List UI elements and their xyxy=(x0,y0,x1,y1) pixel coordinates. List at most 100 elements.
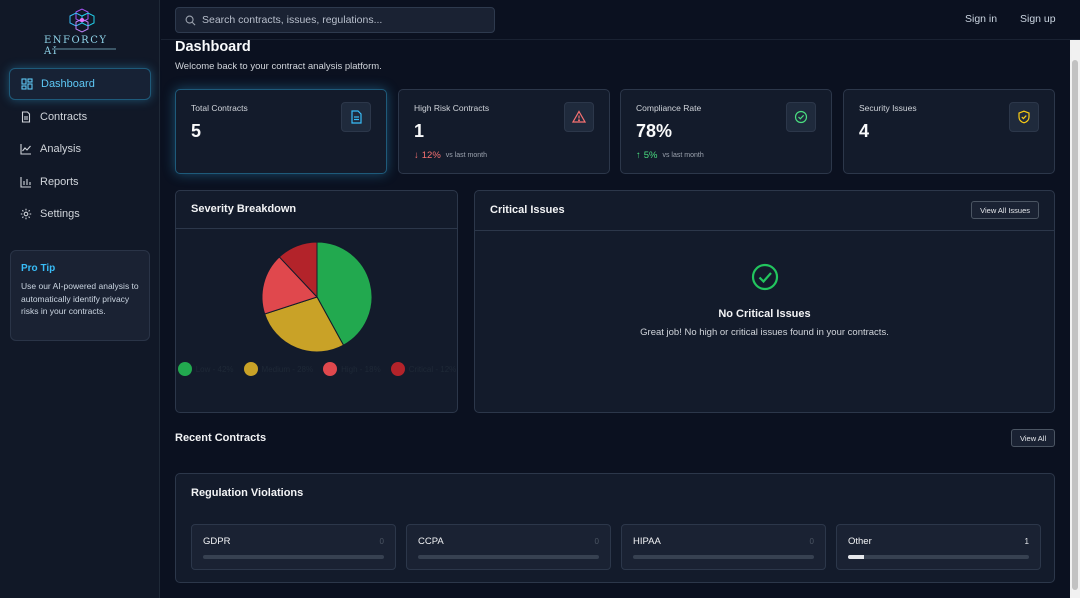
stat-card-compliance-rate[interactable]: Compliance Rate 78% ↑ 5% vs last month xyxy=(620,89,832,174)
panel-title: Severity Breakdown xyxy=(191,203,297,215)
regulation-name: Other xyxy=(848,536,872,547)
critical-issues-panel: Critical Issues View All Issues No Criti… xyxy=(474,190,1055,413)
stat-label: High Risk Contracts xyxy=(414,103,490,113)
severity-pie-chart xyxy=(261,241,373,353)
regulation-progress-bar xyxy=(848,555,1029,559)
panel-title: Regulation Violations xyxy=(191,487,304,499)
panel-divider xyxy=(475,230,1054,231)
bar-chart-icon xyxy=(20,176,31,188)
sidebar-item-label: Analysis xyxy=(40,143,81,155)
sign-in-link[interactable]: Sign in xyxy=(965,13,998,25)
sidebar-item-analysis[interactable]: Analysis xyxy=(9,133,151,165)
stat-label: Total Contracts xyxy=(191,103,248,113)
legend-item-medium[interactable]: Medium - 28% xyxy=(243,361,314,377)
page-subtitle: Welcome back to your contract analysis p… xyxy=(175,61,382,72)
sidebar-item-label: Contracts xyxy=(40,110,88,123)
regulation-progress-bar xyxy=(633,555,814,559)
app-logo[interactable]: ENFORCY AI xyxy=(40,8,120,57)
regulation-count: 0 xyxy=(379,537,384,546)
logo-text: ENFORCY AI xyxy=(44,35,108,57)
stat-value: 1 xyxy=(414,121,425,141)
stat-value: 78% xyxy=(636,121,673,141)
legend-item-critical[interactable]: Critical - 12% xyxy=(390,361,456,377)
regulation-count: 0 xyxy=(594,537,599,546)
topbar: Sign in Sign up xyxy=(161,0,1080,40)
pro-tip-title: Pro Tip xyxy=(21,263,56,274)
legend-item-low[interactable]: Low - 42% xyxy=(177,361,234,377)
legend-label: Low - 42% xyxy=(195,364,234,374)
stat-icon-box xyxy=(1009,102,1039,132)
trend-value: 12% xyxy=(421,150,441,161)
logo-tagline-line xyxy=(52,48,116,50)
stat-icon-box xyxy=(786,102,816,132)
sidebar-item-label: Dashboard xyxy=(41,78,95,90)
stat-card-high-risk[interactable]: High Risk Contracts 1 ↓ 12% vs last mont… xyxy=(398,89,610,174)
legend-label: Medium - 28% xyxy=(261,364,314,374)
arrow-down-icon: ↓ xyxy=(414,150,419,161)
stat-trend: ↑ 5% vs last month xyxy=(636,150,704,161)
document-icon xyxy=(351,110,362,124)
regulation-count: 0 xyxy=(809,537,814,546)
regulation-name: HIPAA xyxy=(633,536,661,547)
sidebar-item-dashboard[interactable]: Dashboard xyxy=(9,68,151,100)
stat-value: 4 xyxy=(859,121,870,141)
sidebar-item-reports[interactable]: Reports xyxy=(9,166,151,198)
sidebar-item-contracts[interactable]: Contracts xyxy=(9,101,151,133)
stat-icon-box xyxy=(564,102,594,132)
check-circle-icon xyxy=(751,263,778,291)
page-title: Dashboard xyxy=(175,39,251,55)
pie-slice-high[interactable] xyxy=(261,256,318,315)
document-icon xyxy=(21,110,31,123)
panel-title: Critical Issues xyxy=(490,204,565,216)
legend-label: High - 18% xyxy=(341,364,381,374)
gear-icon xyxy=(20,208,32,220)
legend-swatch xyxy=(323,362,338,376)
empty-state-title: No Critical Issues xyxy=(718,308,811,320)
stat-trend: ↓ 12% vs last month xyxy=(414,150,487,161)
regulation-count: 1 xyxy=(1024,537,1029,546)
progress-fill xyxy=(848,555,865,559)
shield-check-icon xyxy=(1018,110,1030,124)
regulation-card-ccpa[interactable]: CCPA 0 xyxy=(406,524,611,570)
regulation-name: CCPA xyxy=(418,536,444,547)
pie-slice-low[interactable] xyxy=(316,241,373,346)
pie-slice-medium[interactable] xyxy=(264,296,345,353)
sidebar-item-label: Settings xyxy=(40,208,80,220)
stat-icon-box xyxy=(341,102,371,132)
trend-value: 5% xyxy=(643,150,658,161)
regulation-card-other[interactable]: Other 1 xyxy=(836,524,1041,570)
empty-state: No Critical Issues Great job! No high or… xyxy=(475,263,1054,338)
page-scrollbar[interactable] xyxy=(1070,40,1080,598)
stat-label: Compliance Rate xyxy=(636,103,702,113)
scrollbar-thumb[interactable] xyxy=(1072,60,1078,590)
view-all-contracts-button[interactable]: View All xyxy=(1011,429,1056,447)
sign-up-link[interactable]: Sign up xyxy=(1020,13,1056,25)
search-icon xyxy=(185,15,196,25)
legend-swatch xyxy=(243,362,258,376)
regulation-card-hipaa[interactable]: HIPAA 0 xyxy=(621,524,826,570)
check-circle-icon xyxy=(794,110,808,124)
stat-card-security-issues[interactable]: Security Issues 4 xyxy=(843,89,1055,174)
legend-item-high[interactable]: High - 18% xyxy=(323,361,381,377)
stat-label: Security Issues xyxy=(859,103,917,113)
sidebar-nav: Dashboard Contracts Analysis Reports Set… xyxy=(9,68,151,231)
dashboard-grid-icon xyxy=(21,78,33,90)
view-all-issues-button[interactable]: View All Issues xyxy=(971,201,1039,219)
stat-card-total-contracts[interactable]: Total Contracts 5 xyxy=(175,89,387,174)
search-input[interactable] xyxy=(202,14,492,26)
legend-swatch xyxy=(177,362,192,376)
severity-breakdown-panel: Severity Breakdown Low - 42% Medium - 28%… xyxy=(175,190,458,413)
search-box[interactable] xyxy=(175,7,495,33)
stat-value: 5 xyxy=(191,121,202,141)
pie-slice-critical[interactable] xyxy=(278,241,318,299)
pro-tip-card: Pro Tip Use our AI-powered analysis to a… xyxy=(10,250,150,341)
sidebar-item-label: Reports xyxy=(40,175,79,188)
sidebar-item-settings[interactable]: Settings xyxy=(9,198,151,230)
line-chart-icon xyxy=(20,144,31,155)
regulation-progress-bar xyxy=(203,555,384,559)
regulation-card-gdpr[interactable]: GDPR 0 xyxy=(191,524,396,570)
recent-contracts-title: Recent Contracts xyxy=(175,432,267,444)
panel-divider xyxy=(176,228,457,229)
regulation-progress-bar xyxy=(418,555,599,559)
logo-mark-icon xyxy=(69,8,95,33)
